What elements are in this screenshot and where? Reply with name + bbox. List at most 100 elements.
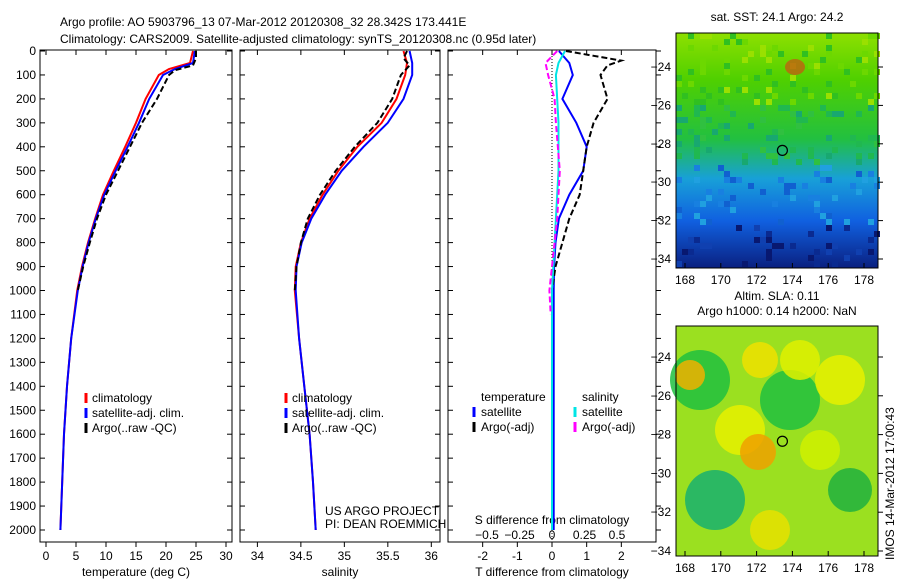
sst-cell [772,153,778,159]
sst-cell [706,219,712,225]
x2-tick-label: 0.25 [573,528,597,542]
sst-cell [790,75,796,81]
series-satellite-adj-clim- [294,50,414,531]
sst-cell [706,93,712,99]
sst-cell [700,201,706,207]
y-tick-label: 1500 [9,403,36,417]
sst-cell [688,81,694,87]
sst-cell [772,243,778,249]
sst-cell [706,195,712,201]
x-axis-label: T difference from climatology [475,565,629,579]
sst-cell [814,171,820,177]
sst-cell [766,51,772,57]
sst-cell [874,141,880,147]
sst-cell [778,177,784,183]
x2-tick-label: 0.5 [609,528,626,542]
sst-cell [790,195,796,201]
sst-cell [700,135,706,141]
map-x-tick-label: 174 [782,273,802,287]
sst-cell [682,93,688,99]
sst-cell [826,177,832,183]
map-y-tick-label: −34 [651,252,672,266]
map-x-tick-label: 176 [818,273,838,287]
sst-cell [766,237,772,243]
sla-blob [780,340,820,380]
y-tick-label: 1800 [9,475,36,489]
sst-cell [688,33,694,39]
sst-cell [694,105,700,111]
x-tick-label: 10 [99,549,113,563]
x-tick-label: 20 [159,549,173,563]
sst-cell [844,69,850,75]
sst-cell [766,87,772,93]
y-tick-label: 100 [16,68,36,82]
sst-cell [856,141,862,147]
sst-cell [826,51,832,57]
sst-cell [694,153,700,159]
y-tick-label: 200 [16,92,36,106]
y-tick-label: 0 [29,44,36,58]
sst-cell [718,165,724,171]
series-satellite-adj-clim- [59,50,196,531]
map-y-tick-label: −34 [651,544,672,558]
sst-cell [760,51,766,57]
sst-cell [700,63,706,69]
sst-cell [820,165,826,171]
sst-cell [742,57,748,63]
sst-cell [856,93,862,99]
sst-cell [676,177,682,183]
sst-cell [772,81,778,87]
sst-cell [814,63,820,69]
title-line-1: Argo profile: AO 5903796_13 07-Mar-2012 … [60,15,466,29]
float-position-marker [776,435,788,447]
map-y-tick-label: −24 [651,350,672,364]
series-argo-raw-qc- [293,50,411,291]
x-tick-label: 2 [618,549,625,563]
series-t-satellite [552,50,588,530]
sst-cell [808,231,814,237]
sst-cell [676,141,682,147]
x-tick-label: 5 [73,549,80,563]
sst-cell [700,33,706,39]
sst-cell [826,213,832,219]
sla-blob [760,370,820,430]
sst-cell [868,237,874,243]
sst-cell [814,249,820,255]
sst-cell [802,183,808,189]
map-y-tick-label: −30 [651,175,672,189]
sst-cell [862,57,868,63]
sla-blob [742,342,778,378]
legend-entry: climatology [292,391,352,405]
map-y-tick-label: −28 [651,428,672,442]
sst-cell [778,105,784,111]
sst-cell [808,63,814,69]
sst-cell [688,69,694,75]
sst-cell [814,69,820,75]
sst-cell [676,105,682,111]
map-x-tick-label: 170 [711,273,731,287]
sst-cell [748,51,754,57]
x-tick-label: 0 [549,549,556,563]
sst-cell [700,117,706,123]
x-axis-label: salinity [322,565,359,579]
x-tick-label: -1 [512,549,523,563]
sst-cell [814,195,820,201]
sst-cell [790,99,796,105]
sst-cell [736,39,742,45]
sst-cell [700,219,706,225]
timestamp: IMOS 14-Mar-2012 17:00:43 [883,407,897,560]
sst-cell [862,69,868,75]
sst-cell [874,51,880,57]
x-tick-label: 34.5 [289,549,313,563]
x-tick-label: 35 [338,549,352,563]
sst-cell [760,105,766,111]
sst-cell [724,87,730,93]
sst-cell [784,189,790,195]
sst-cell [736,177,742,183]
sst-cell [766,153,772,159]
sst-cell [784,183,790,189]
sst-cell [826,225,832,231]
map-frame [675,325,879,557]
sst-cell [778,51,784,57]
